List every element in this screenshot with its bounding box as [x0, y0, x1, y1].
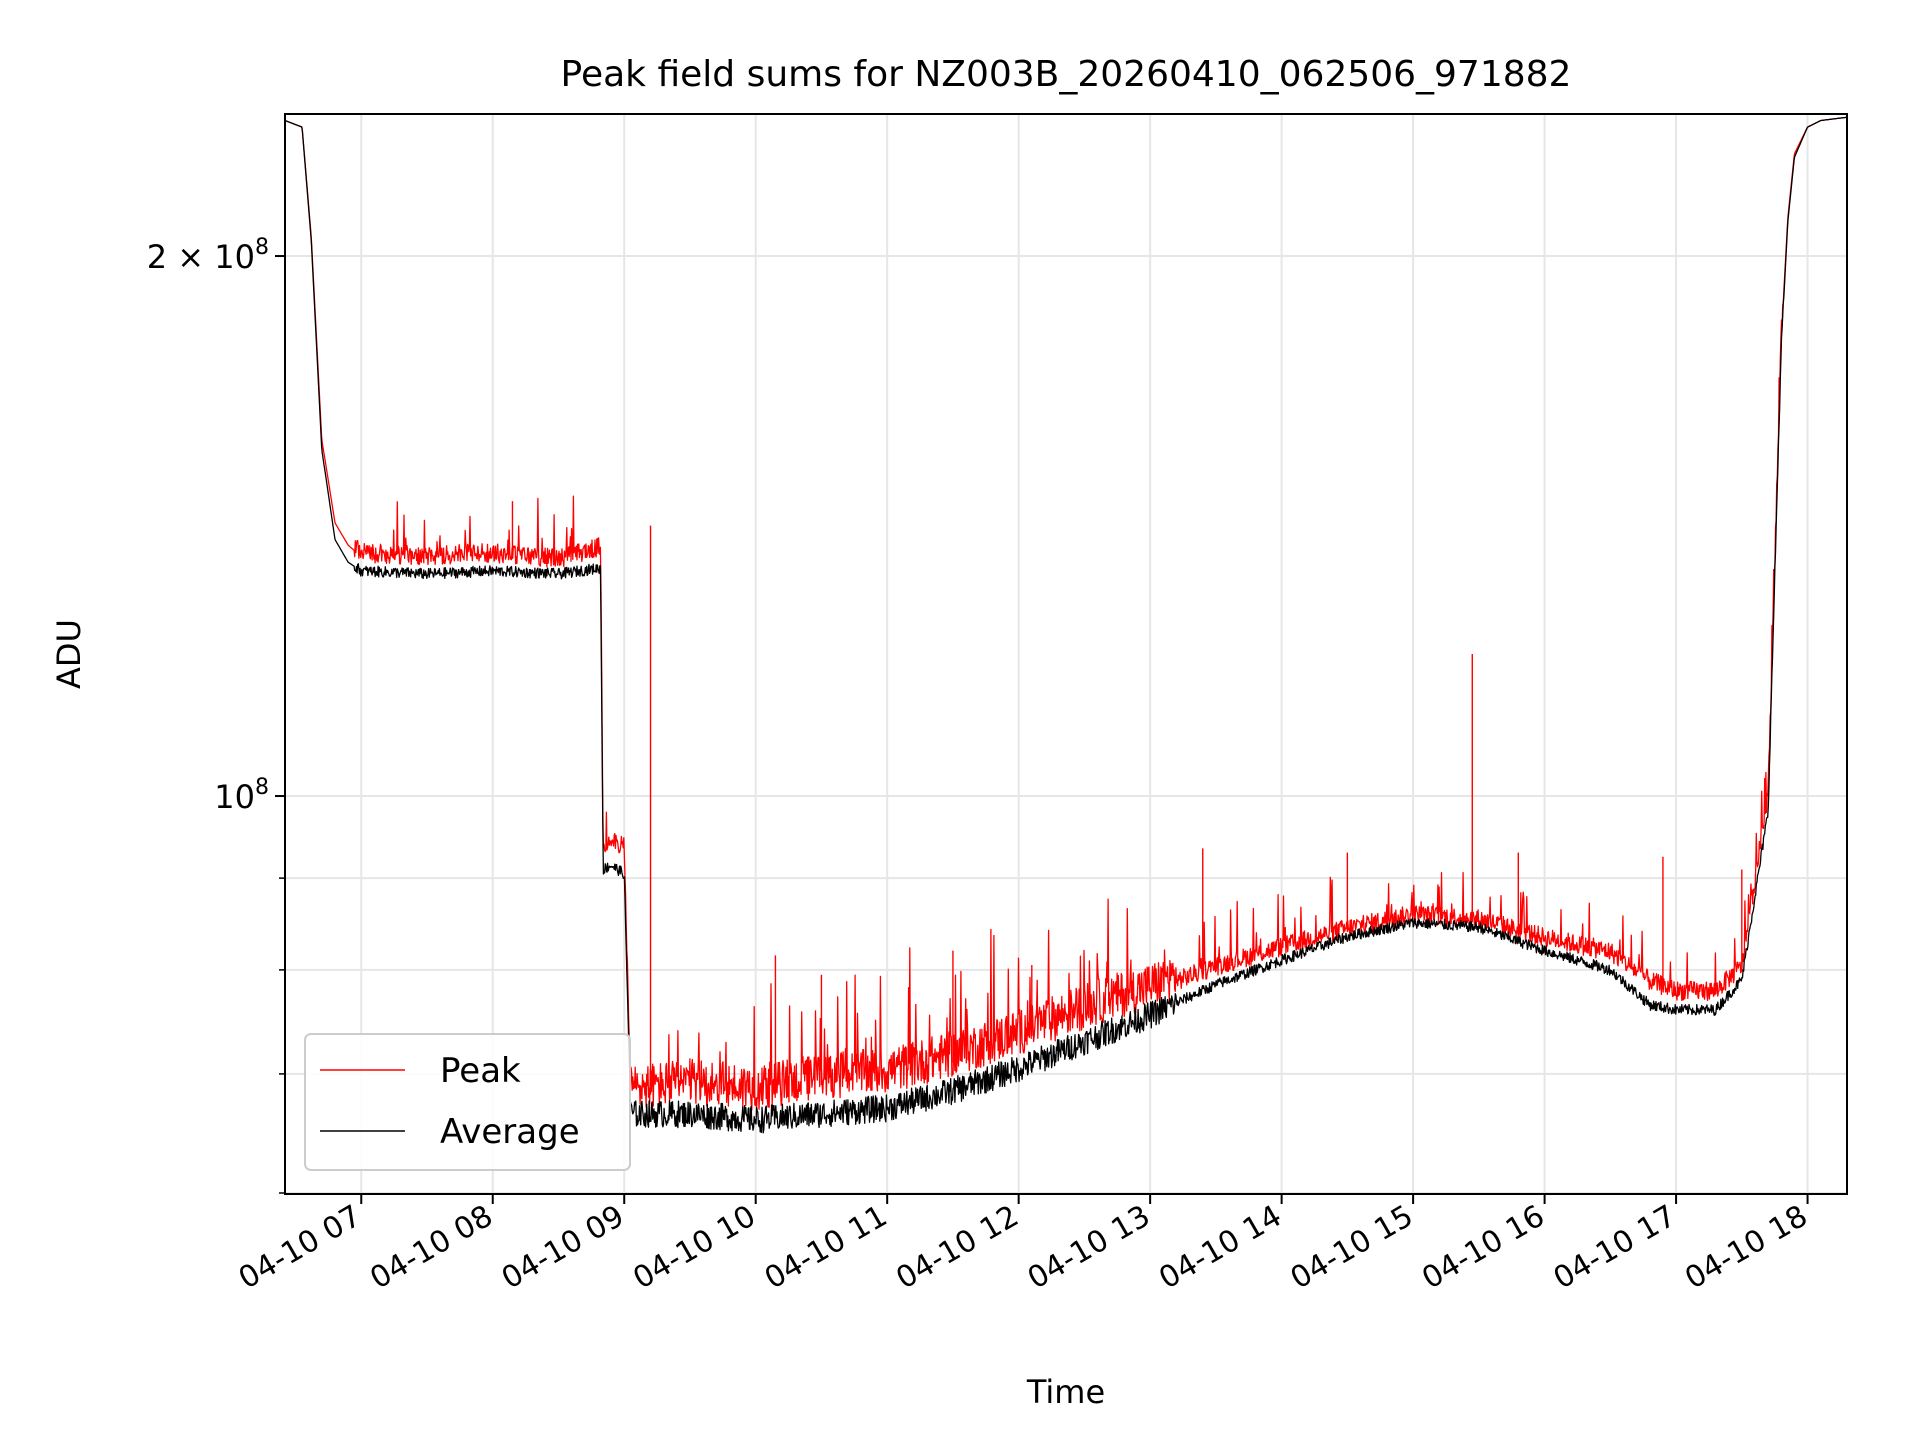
series-line-average [284, 116, 1848, 1134]
series-layer [284, 116, 1848, 1134]
y-axis: 108 2 × 108 [147, 235, 285, 1194]
legend-label-peak: Peak [440, 1051, 521, 1091]
plot-frame [284, 113, 1848, 1195]
y-tick-label: 2 × 108 [147, 235, 269, 276]
legend-label-average: Average [440, 1112, 580, 1152]
series-line-peak [284, 116, 1848, 1111]
y-tick-label: 108 [214, 775, 269, 816]
legend: Peak Average [304, 1033, 631, 1171]
chart-title: Peak field sums for NZ003B_20260410_0625… [561, 54, 1572, 95]
y-axis-label: ADU [50, 619, 88, 689]
legend-frame [304, 1033, 631, 1171]
x-axis-label: Time [1026, 1373, 1105, 1411]
